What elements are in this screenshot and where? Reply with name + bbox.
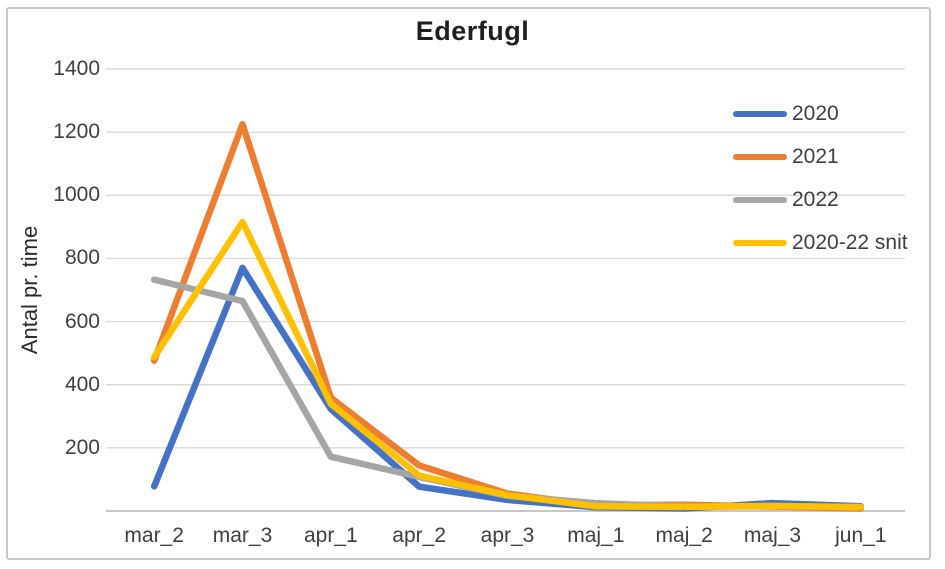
series-line-2020-22-snit[interactable] [150, 218, 865, 511]
x-category-label: mar_2 [124, 524, 184, 547]
legend: 2020 2021 2022 2020-22 snit [733, 92, 908, 264]
legend-marker [733, 153, 787, 160]
y-tick-label: 400 [64, 372, 100, 396]
x-category-label: apr_3 [480, 524, 535, 547]
x-category-label: mar_3 [212, 524, 273, 547]
x-category-label: maj_1 [567, 524, 625, 547]
x-category-label: apr_1 [303, 524, 358, 547]
legend-item-2022[interactable]: 2022 [733, 178, 908, 221]
y-axis-title: Antal pr. time [17, 225, 42, 355]
y-tick-label: 600 [64, 309, 100, 333]
chart-title: Ederfugl [415, 16, 530, 46]
legend-item-2020-22-snit[interactable]: 2020-22 snit [733, 221, 908, 264]
series-line-2020[interactable] [150, 264, 865, 512]
legend-item-2020[interactable]: 2020 [733, 92, 908, 135]
y-tick-label: 800 [64, 246, 100, 270]
x-category-label: jun_1 [835, 524, 887, 547]
legend-marker [733, 239, 787, 246]
legend-label: 2022 [792, 187, 839, 211]
legend-label: 2021 [792, 144, 839, 168]
legend-marker [733, 196, 787, 203]
legend-marker [733, 110, 787, 117]
y-tick-label: 200 [64, 435, 100, 459]
legend-label: 2020 [792, 101, 839, 125]
series-line-2022[interactable] [150, 276, 865, 511]
y-tick-label: 1000 [53, 183, 100, 207]
y-tick-label: 1200 [53, 120, 100, 144]
legend-label: 2020-22 snit [792, 230, 908, 254]
x-category-label: maj_2 [655, 524, 713, 547]
x-category-label: apr_2 [392, 524, 447, 547]
x-category-label: maj_3 [743, 524, 802, 547]
y-tick-label: 1400 [53, 57, 100, 80]
legend-item-2021[interactable]: 2021 [733, 135, 908, 178]
